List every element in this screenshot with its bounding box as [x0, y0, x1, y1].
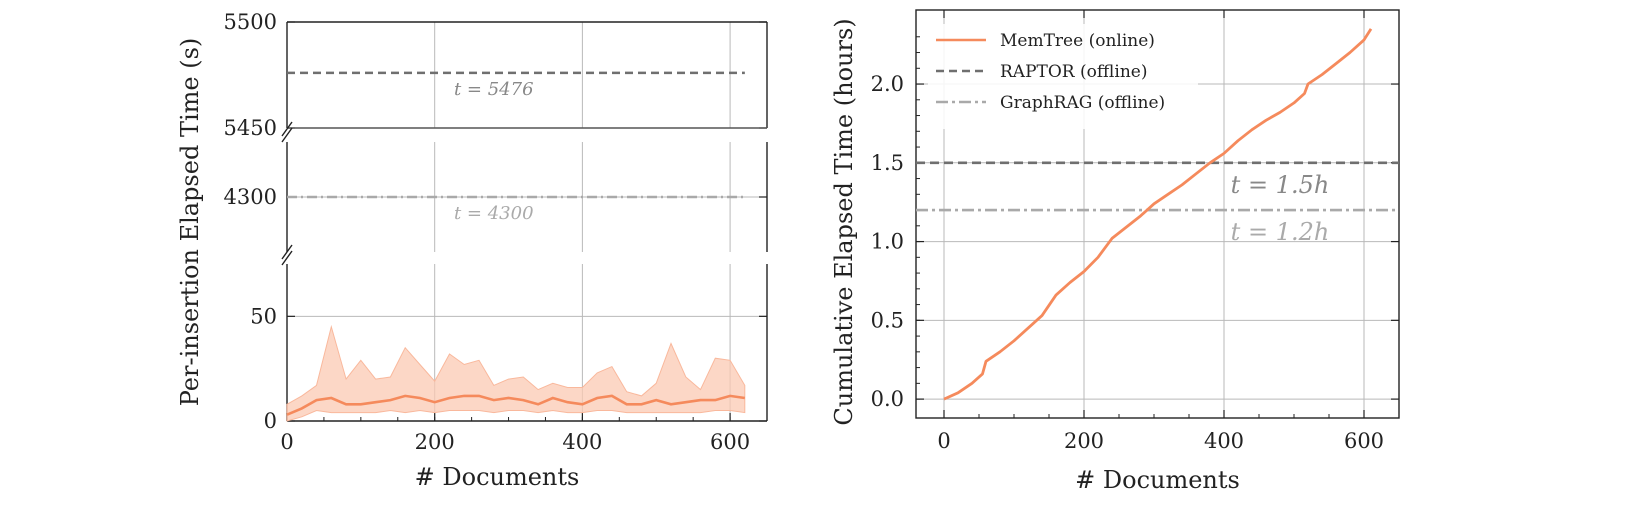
left-xtick-label: 200	[415, 430, 455, 454]
left-ytick-label: 0	[264, 409, 277, 433]
left-raptor-annotation: t = 5476	[454, 79, 534, 100]
right-ytick-label: 0.5	[871, 308, 904, 332]
left-ytick-label: 5450	[224, 116, 277, 140]
left-ytick-label: 4300	[224, 185, 277, 209]
right-ytick-label: 1.0	[871, 230, 904, 254]
right-legend-label-0: MemTree (online)	[1000, 31, 1155, 51]
left-xtick-label: 400	[562, 430, 602, 454]
left-memtree-line	[286, 394, 745, 416]
left-break-mark-0a	[281, 127, 293, 143]
right-raptor-annotation: t = 1.5h	[1231, 171, 1330, 199]
left-ytick-label: 50	[250, 304, 277, 328]
right-xtick-label: 200	[1064, 429, 1104, 453]
right-ytick-label: 2.0	[871, 72, 904, 96]
left-chart: 5450 5500 4300 0 50 0 200 400 600 t = 5476 t = 430…	[176, 10, 768, 491]
right-ylabel: Cumulative Elapsed Time (hours)	[830, 18, 858, 425]
right-legend-label-1: RAPTOR (offline)	[1000, 62, 1147, 82]
left-break-mark-1a	[281, 250, 293, 266]
right-xtick-label: 600	[1344, 429, 1384, 453]
right-chart: 0 200 400 600 0.0 0.5 1.0 1.5 2.0 t = 1.5h t = 1.2…	[830, 9, 1400, 494]
left-xtick-label: 0	[280, 430, 293, 454]
right-xtick-label: 400	[1204, 429, 1244, 453]
left-break-mark-0b	[281, 121, 293, 137]
right-legend-box	[928, 24, 1198, 129]
left-ytick-label: 5500	[224, 10, 277, 34]
right-xtick-label: 0	[937, 429, 950, 453]
left-ylabel: Per-insertion Elapsed Time (s)	[176, 38, 204, 407]
right-ytick-label: 1.5	[871, 151, 904, 175]
right-frame	[915, 9, 1400, 419]
left-memtree-band	[286, 324, 746, 422]
left-xlabel: # Documents	[415, 463, 580, 491]
left-xtick-label: 600	[710, 430, 750, 454]
right-legend-label-2: GraphRAG (offline)	[1000, 93, 1165, 113]
left-graphrag-annotation: t = 4300	[454, 203, 534, 224]
left-break-mark-1b	[281, 244, 293, 260]
right-xlabel: # Documents	[1075, 466, 1240, 494]
right-graphrag-annotation: t = 1.2h	[1231, 218, 1330, 246]
right-ytick-label: 0.0	[871, 387, 904, 411]
right-memtree-line	[943, 28, 1373, 401]
